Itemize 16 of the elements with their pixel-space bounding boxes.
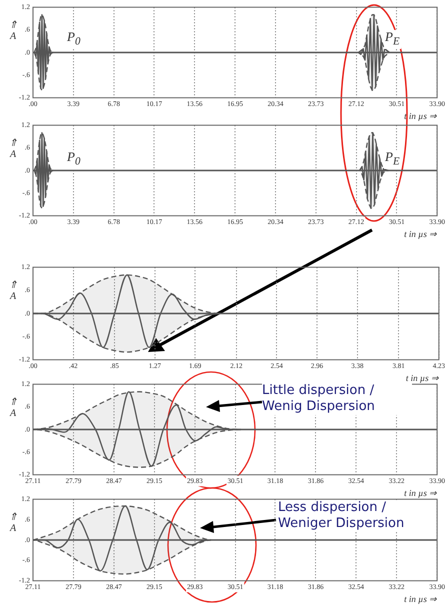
y-axis-title: ⇑ A (8, 512, 18, 534)
annotation: P$_{0}$ (66, 149, 82, 169)
x-axis-title: t in µs ⇒ (404, 594, 438, 604)
annotation: P$_{0}$ (66, 29, 82, 49)
y-axis-title: ⇑ A (8, 138, 18, 160)
y-axis-title: ⇑ A (8, 280, 18, 302)
x-axis-title: t in µs ⇒ (404, 228, 438, 239)
y-axis-title: ⇑ A (8, 397, 18, 419)
x-axis-title: t in µs ⇒ (404, 110, 438, 121)
x-axis-title: t in µs ⇒ (404, 488, 438, 498)
annotation: P$_{E}$ (384, 29, 401, 49)
x-axis-title: t in µs ⇒ (406, 372, 439, 383)
annotation: Little dispersion / Wenig Dispersion (262, 383, 412, 415)
y-axis-title: ⇑ A (8, 20, 18, 42)
annotation: Less dispersion / Weniger Dispersion (278, 500, 428, 532)
annotation: P$_{E}$ (384, 149, 401, 169)
